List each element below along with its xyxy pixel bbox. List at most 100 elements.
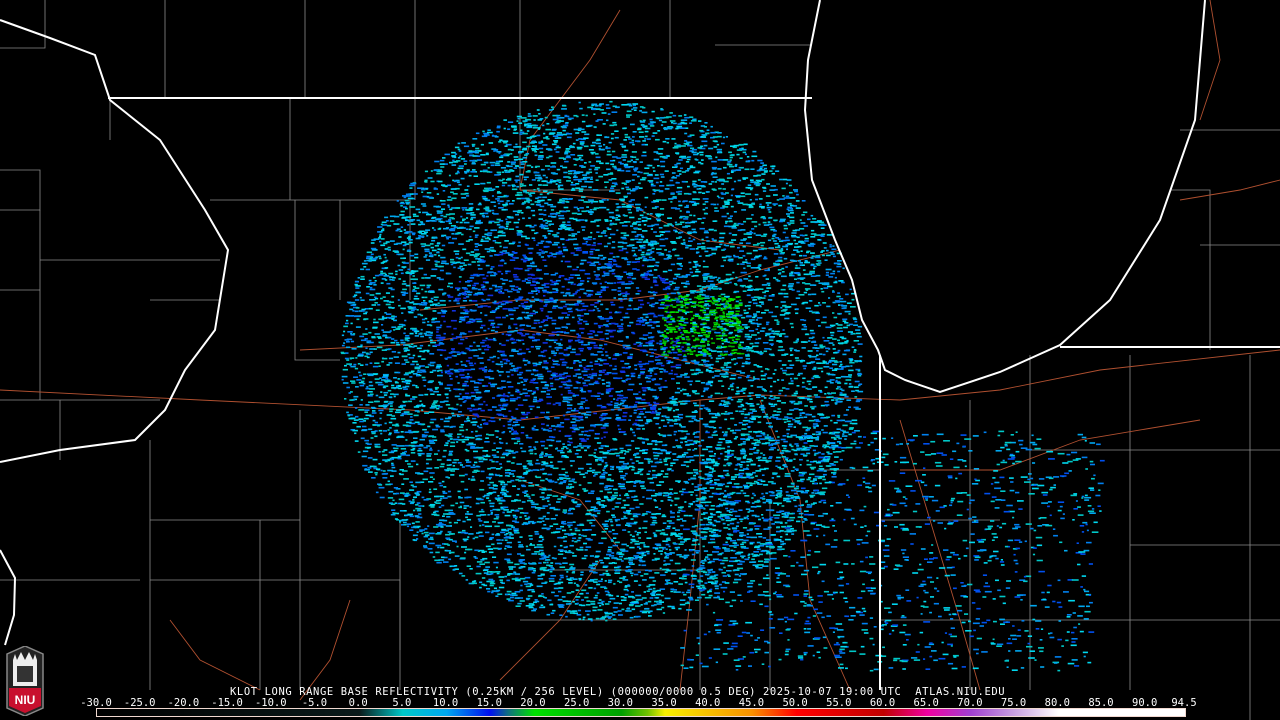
reflectivity-pixel: [574, 408, 577, 410]
reflectivity-pixel: [840, 429, 844, 432]
reflectivity-pixel: [748, 349, 754, 352]
reflectivity-pixel: [422, 195, 427, 198]
reflectivity-pixel: [733, 363, 737, 366]
reflectivity-pixel: [409, 422, 416, 425]
reflectivity-pixel: [805, 289, 809, 291]
reflectivity-pixel: [414, 295, 418, 298]
reflectivity-pixel: [352, 295, 356, 298]
reflectivity-pixel: [607, 265, 614, 267]
reflectivity-pixel: [540, 224, 547, 227]
reflectivity-pixel: [457, 167, 464, 170]
reflectivity-pixel: [578, 101, 581, 104]
reflectivity-pixel: [833, 473, 836, 476]
reflectivity-pixel: [428, 290, 433, 292]
reflectivity-pixel: [366, 386, 369, 388]
reflectivity-pixel: [548, 456, 554, 458]
reflectivity-pixel: [543, 301, 550, 303]
reflectivity-pixel: [458, 292, 463, 295]
reflectivity-pixel: [454, 146, 460, 149]
reflectivity-pixel: [576, 300, 582, 303]
reflectivity-pixel: [785, 445, 788, 447]
reflectivity-pixel: [513, 442, 518, 445]
reflectivity-pixel: [781, 275, 787, 278]
reflectivity-pixel: [681, 591, 685, 594]
reflectivity-pixel: [442, 492, 448, 494]
reflectivity-pixel: [633, 422, 637, 425]
reflectivity-pixel: [665, 451, 672, 453]
reflectivity-pixel: [430, 170, 433, 172]
reflectivity-pixel: [433, 400, 439, 402]
reflectivity-pixel: [357, 451, 361, 453]
reflectivity-pixel: [512, 432, 519, 434]
reflectivity-pixel: [543, 132, 546, 135]
reflectivity-pixel: [513, 516, 518, 518]
reflectivity-pixel: [798, 294, 805, 296]
reflectivity-pixel: [763, 167, 768, 170]
reflectivity-pixel: [506, 216, 511, 218]
reflectivity-pixel: [383, 385, 389, 387]
reflectivity-pixel: [670, 263, 676, 266]
reflectivity-pixel: [715, 447, 721, 449]
reflectivity-pixel: [563, 480, 567, 482]
reflectivity-pixel: [810, 437, 814, 440]
reflectivity-pixel: [725, 440, 732, 442]
reflectivity-pixel: [519, 600, 525, 602]
reflectivity-pixel: [553, 140, 559, 142]
reflectivity-pixel: [756, 541, 761, 544]
reflectivity-pixel: [579, 141, 585, 143]
reflectivity-pixel: [614, 368, 617, 370]
reflectivity-pixel: [739, 250, 745, 252]
reflectivity-pixel: [738, 410, 745, 413]
reflectivity-pixel: [625, 180, 632, 182]
reflectivity-pixel: [381, 360, 385, 363]
reflectivity-pixel: [694, 404, 700, 407]
reflectivity-pixel: [733, 255, 740, 258]
reflectivity-pixel: [509, 169, 513, 171]
reflectivity-pixel: [423, 307, 429, 310]
reflectivity-pixel: [501, 386, 507, 388]
reflectivity-pixel: [586, 125, 590, 128]
reflectivity-pixel: [438, 169, 443, 171]
reflectivity-pixel: [540, 227, 546, 229]
reflectivity-pixel: [673, 404, 678, 406]
reflectivity-pixel: [543, 209, 547, 212]
reflectivity-pixel: [747, 511, 750, 513]
reflectivity-pixel: [602, 469, 605, 471]
reflectivity-pixel: [639, 136, 645, 138]
reflectivity-pixel: [586, 261, 592, 264]
reflectivity-pixel: [374, 296, 377, 299]
reflectivity-pixel: [587, 445, 591, 447]
reflectivity-pixel: [831, 414, 836, 417]
reflectivity-pixel: [652, 469, 656, 472]
reflectivity-pixel: [588, 124, 593, 127]
reflectivity-pixel: [711, 582, 717, 584]
reflectivity-pixel: [784, 457, 789, 459]
reflectivity-pixel: [497, 200, 500, 202]
reflectivity-pixel: [767, 377, 773, 379]
reflectivity-pixel: [756, 169, 761, 172]
reflectivity-pixel: [706, 527, 710, 529]
reflectivity-pixel: [650, 523, 656, 526]
reflectivity-pixel: [817, 413, 824, 415]
reflectivity-pixel: [731, 491, 736, 494]
reflectivity-pixel: [654, 461, 660, 464]
reflectivity-pixel: [460, 215, 463, 218]
reflectivity-pixel: [606, 381, 610, 384]
reflectivity-pixel: [472, 155, 479, 157]
reflectivity-pixel: [604, 611, 609, 614]
reflectivity-pixel: [513, 185, 516, 187]
reflectivity-pixel: [477, 407, 482, 410]
reflectivity-pixel: [393, 429, 398, 432]
reflectivity-pixel: [546, 494, 552, 496]
reflectivity-pixel: [603, 324, 609, 326]
reflectivity-pixel: [842, 320, 847, 322]
reflectivity-pixel: [352, 429, 358, 432]
reflectivity-pixel: [777, 349, 784, 352]
reflectivity-pixel: [676, 345, 681, 348]
reflectivity-pixel: [608, 474, 612, 476]
reflectivity-pixel: [450, 339, 454, 341]
reflectivity-pixel: [606, 479, 611, 481]
reflectivity-pixel: [774, 330, 780, 333]
reflectivity-pixel: [573, 238, 577, 240]
